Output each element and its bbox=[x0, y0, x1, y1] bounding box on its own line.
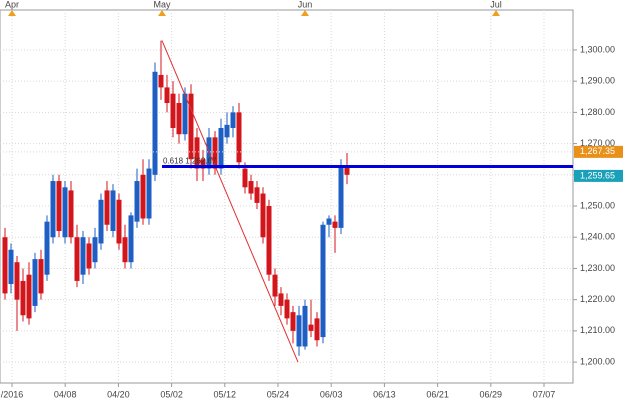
candle-body bbox=[38, 259, 44, 294]
candle-body bbox=[50, 181, 56, 238]
month-label: May bbox=[153, 0, 171, 9]
candle-body bbox=[332, 221, 338, 228]
y-tick-label: 1,300.00 bbox=[580, 44, 615, 54]
price-tag-label: 1,267.35 bbox=[580, 146, 615, 156]
fib-label: 0.618 1,262.67 bbox=[163, 157, 217, 166]
x-tick-label: 05/24 bbox=[267, 389, 290, 399]
candle-body bbox=[272, 274, 278, 297]
candle-body bbox=[116, 199, 122, 244]
candle-body bbox=[236, 112, 242, 163]
candle-body bbox=[338, 165, 344, 228]
candle-body bbox=[218, 127, 224, 169]
y-tick-label: 1,250.00 bbox=[580, 200, 615, 210]
candle-body bbox=[8, 249, 14, 285]
candle-body bbox=[278, 293, 284, 306]
x-tick-label: 06/03 bbox=[320, 389, 343, 399]
y-tick-label: 1,220.00 bbox=[580, 294, 615, 304]
candle-body bbox=[344, 165, 350, 175]
candle-body bbox=[80, 237, 86, 275]
candle-body bbox=[152, 71, 158, 175]
candle-body bbox=[26, 274, 32, 319]
candle-body bbox=[2, 237, 8, 294]
x-tick-label: 06/21 bbox=[426, 389, 449, 399]
candle-body bbox=[20, 280, 26, 316]
candle-body bbox=[164, 87, 170, 104]
price-tag bbox=[574, 169, 623, 182]
candle-body bbox=[104, 190, 110, 225]
y-tick-label: 1,230.00 bbox=[580, 263, 615, 273]
y-tick-label: 1,200.00 bbox=[580, 356, 615, 366]
candle-body bbox=[254, 187, 260, 203]
candle-body bbox=[284, 299, 290, 319]
plot-frame bbox=[0, 9, 574, 384]
candle-body bbox=[248, 181, 254, 194]
candle-body bbox=[326, 218, 332, 225]
candle-body bbox=[296, 315, 302, 347]
month-marker bbox=[301, 10, 309, 16]
candle-body bbox=[188, 93, 194, 160]
candle-body bbox=[62, 187, 68, 238]
candle-body bbox=[260, 193, 266, 238]
y-tick-label: 1,270.00 bbox=[580, 138, 615, 148]
month-marker bbox=[8, 10, 16, 16]
y-tick-label: 1,290.00 bbox=[580, 76, 615, 86]
candle-body bbox=[122, 237, 128, 263]
candle-body bbox=[68, 190, 74, 238]
y-tick-label: 1,280.00 bbox=[580, 107, 615, 117]
candle-body bbox=[146, 168, 152, 219]
candle-body bbox=[242, 168, 248, 188]
candle-body bbox=[176, 103, 182, 135]
candle-body bbox=[134, 181, 140, 222]
x-tick-label: /2016 bbox=[1, 389, 24, 399]
candle-body bbox=[182, 93, 188, 135]
candle-body bbox=[56, 181, 62, 231]
candle-body bbox=[194, 137, 200, 169]
candle-body bbox=[266, 206, 272, 275]
candle-body bbox=[86, 243, 92, 269]
candle-body bbox=[314, 318, 320, 341]
candle-body bbox=[110, 190, 116, 231]
candle-body bbox=[44, 221, 50, 275]
y-tick-label: 1,210.00 bbox=[580, 325, 615, 335]
candle-body bbox=[14, 262, 20, 300]
month-label: Apr bbox=[5, 0, 19, 9]
candle-body bbox=[92, 237, 98, 263]
candle-body bbox=[290, 312, 296, 331]
x-tick-label: 05/02 bbox=[160, 389, 183, 399]
x-tick-label: 07/07 bbox=[533, 389, 556, 399]
y-tick-label: 1,240.00 bbox=[580, 232, 615, 242]
candle-body bbox=[302, 305, 308, 347]
candle-body bbox=[98, 199, 104, 244]
month-marker bbox=[158, 10, 166, 16]
candle-body bbox=[170, 93, 176, 128]
candle-body bbox=[140, 174, 146, 219]
month-label: Jun bbox=[298, 0, 313, 9]
candle-body bbox=[200, 159, 206, 169]
candle-body bbox=[320, 224, 326, 338]
trendline bbox=[161, 40, 299, 363]
candle-body bbox=[212, 137, 218, 169]
candle-body bbox=[74, 237, 80, 281]
x-tick-label: 06/29 bbox=[480, 389, 503, 399]
month-marker bbox=[492, 10, 500, 16]
x-tick-label: 04/20 bbox=[107, 389, 130, 399]
x-tick-label: 06/13 bbox=[373, 389, 396, 399]
candle-body bbox=[224, 124, 230, 138]
candle-body bbox=[158, 74, 164, 88]
price-tag-label: 1,259.65 bbox=[580, 170, 615, 180]
candle-body bbox=[230, 112, 236, 128]
candle-body bbox=[308, 324, 314, 331]
candle-body bbox=[32, 259, 38, 306]
price-tag bbox=[574, 145, 623, 158]
x-tick-label: 05/12 bbox=[214, 389, 237, 399]
month-label: Jul bbox=[490, 0, 502, 9]
x-tick-label: 04/08 bbox=[54, 389, 77, 399]
candle-body bbox=[128, 215, 134, 263]
